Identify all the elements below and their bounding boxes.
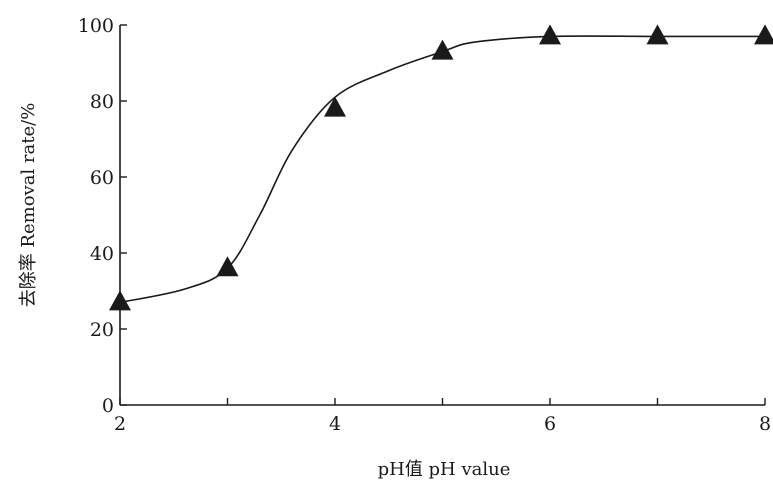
y-tick-label: 20	[90, 319, 114, 341]
x-tick-label: 6	[544, 413, 556, 435]
x-axis-title: pH值 pH value	[378, 459, 511, 480]
data-point-triangle	[431, 39, 454, 60]
y-tick-label: 100	[78, 15, 114, 37]
y-tick-label: 60	[90, 167, 114, 189]
data-point-triangle	[216, 256, 239, 277]
data-markers	[109, 24, 773, 311]
x-tick-label: 4	[329, 413, 341, 435]
tick-labels: 0 20 40 60 80 100 2 4 6 8	[78, 15, 771, 435]
y-axis-title: 去除率 Removal rate/%	[18, 103, 39, 308]
series-line	[119, 35, 765, 304]
x-tick-label: 8	[759, 413, 771, 435]
y-tick-label: 80	[90, 91, 114, 113]
tick-marks	[119, 24, 766, 406]
y-tick-label: 0	[102, 395, 114, 417]
data-point-triangle	[646, 24, 669, 45]
y-tick-label: 40	[90, 243, 114, 265]
data-point-triangle	[109, 290, 131, 311]
fitted-curve	[119, 35, 765, 304]
axes	[119, 25, 765, 406]
data-point-triangle	[324, 96, 346, 117]
x-tick-label: 2	[114, 413, 126, 435]
data-point-triangle	[754, 24, 773, 45]
data-point-triangle	[539, 24, 561, 45]
